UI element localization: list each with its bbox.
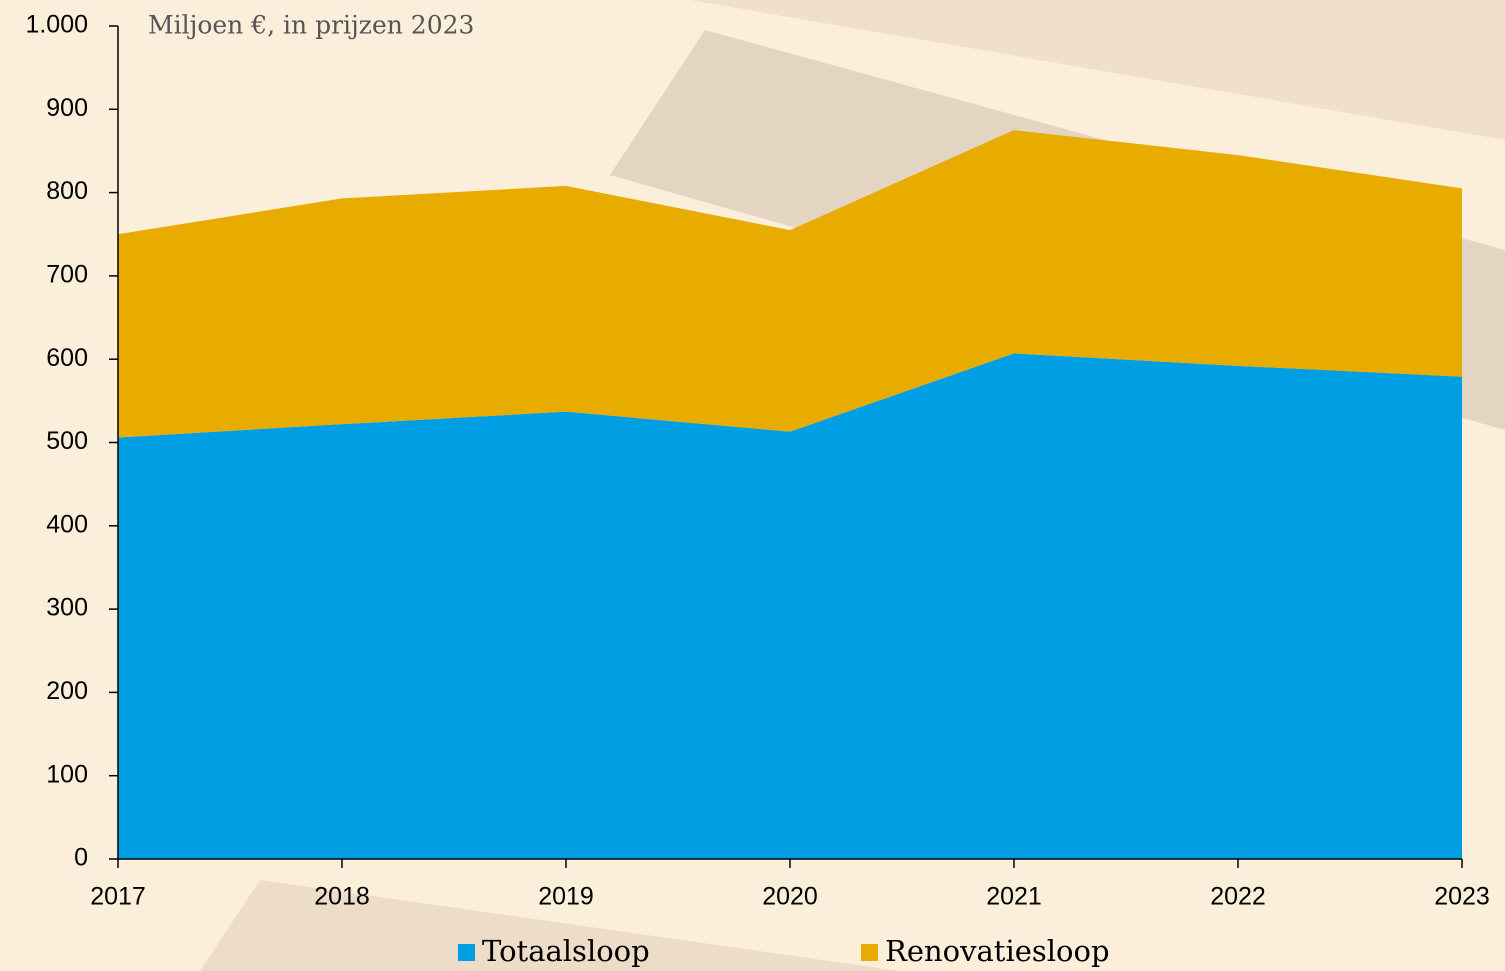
legend-label: Renovatiesloop bbox=[885, 934, 1110, 968]
y-tick-label: 800 bbox=[46, 177, 88, 205]
y-tick-label: 400 bbox=[46, 510, 88, 538]
x-tick-label: 2020 bbox=[762, 883, 818, 911]
legend-label: Totaalsloop bbox=[482, 934, 650, 968]
legend-swatch bbox=[458, 944, 475, 961]
y-tick-label: 700 bbox=[46, 261, 88, 289]
y-tick-label: 0 bbox=[74, 844, 88, 872]
area bbox=[118, 130, 1462, 438]
x-tick-label: 2019 bbox=[538, 883, 594, 911]
legend-swatch bbox=[861, 944, 878, 961]
y-tick-label: 1.000 bbox=[25, 11, 88, 39]
y-tick-label: 300 bbox=[46, 594, 88, 622]
x-tick-label: 2018 bbox=[314, 883, 370, 911]
x-tick-label: 2017 bbox=[90, 883, 146, 911]
y-tick-label: 100 bbox=[46, 760, 88, 788]
x-tick-label: 2021 bbox=[986, 883, 1042, 911]
area bbox=[118, 353, 1462, 859]
x-tick-label: 2022 bbox=[1210, 883, 1266, 911]
y-tick-label: 500 bbox=[46, 427, 88, 455]
background-shape bbox=[690, 0, 1505, 140]
y-tick-label: 200 bbox=[46, 677, 88, 705]
background-shape bbox=[200, 880, 900, 971]
subtitle: Miljoen €, in prijzen 2023 bbox=[148, 11, 474, 40]
y-tick-label: 900 bbox=[46, 94, 88, 122]
y-tick-label: 600 bbox=[46, 344, 88, 372]
x-tick-label: 2023 bbox=[1434, 883, 1490, 911]
